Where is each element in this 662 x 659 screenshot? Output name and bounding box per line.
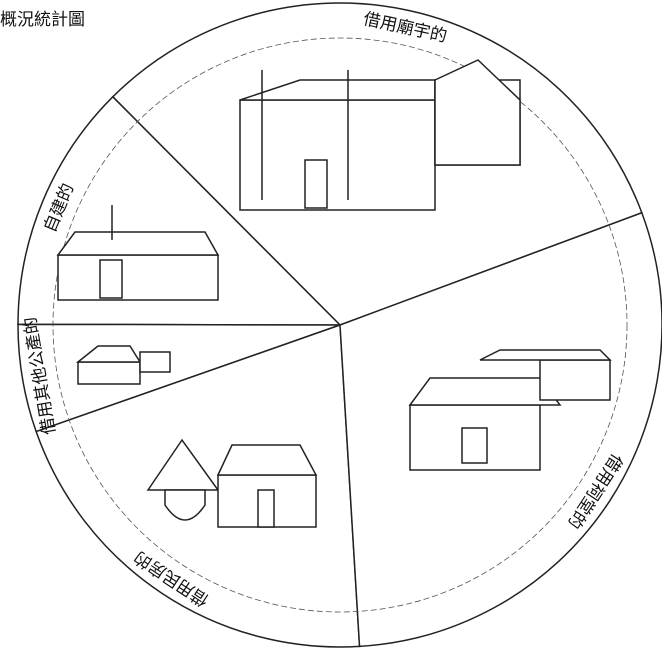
illustrations: [56, 59, 612, 528]
chart-title: 概況統計圖: [0, 10, 85, 30]
outer-ring: [52, 37, 628, 613]
